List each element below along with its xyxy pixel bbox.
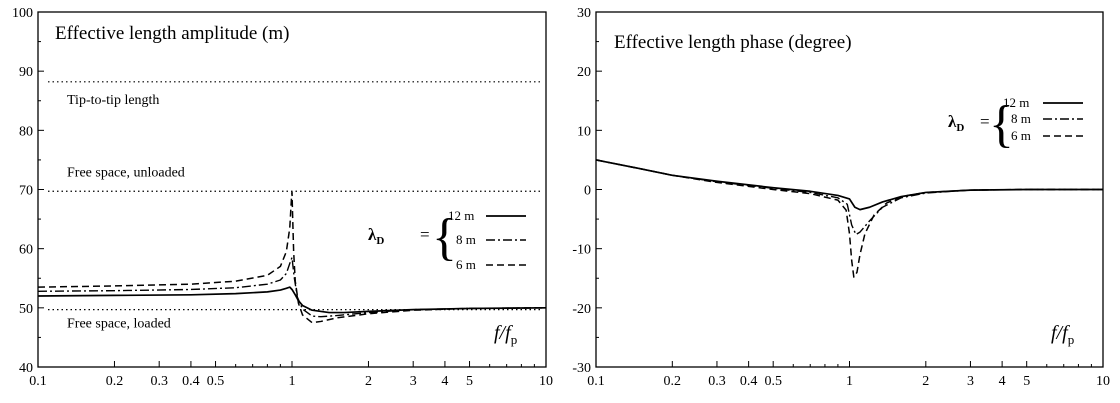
y-tick-label: 40 bbox=[19, 361, 33, 376]
legend-entry-label: 12 m bbox=[448, 208, 474, 223]
legend-entry-label: 6 m bbox=[456, 257, 476, 272]
x-tick-label: 5 bbox=[1023, 374, 1030, 389]
reference-line-label: Free space, loaded bbox=[67, 317, 171, 332]
x-tick-label: 0.3 bbox=[150, 374, 168, 389]
y-tick-label: 20 bbox=[577, 65, 591, 80]
series-line-8m bbox=[595, 159, 1103, 236]
y-tick-label: -10 bbox=[572, 243, 591, 258]
x-tick-label: 0.1 bbox=[587, 374, 605, 389]
y-tick-label: -30 bbox=[572, 361, 591, 376]
x-tick-label: 1 bbox=[289, 374, 296, 389]
x-axis-label: f/fp bbox=[1051, 322, 1074, 347]
y-tick-label: 100 bbox=[12, 6, 33, 21]
x-tick-label: 0.4 bbox=[740, 374, 758, 389]
legend-lambda-symbol: λD bbox=[948, 112, 964, 134]
legend-brace: { bbox=[432, 209, 457, 266]
y-tick-label: 10 bbox=[577, 124, 591, 139]
legend-entry-label: 8 m bbox=[1011, 111, 1031, 126]
x-tick-label: 0.2 bbox=[106, 374, 124, 389]
x-tick-label: 2 bbox=[922, 374, 929, 389]
series-line-6m bbox=[37, 191, 547, 324]
x-tick-label: 4 bbox=[999, 374, 1006, 389]
y-tick-label: 0 bbox=[584, 184, 591, 199]
reference-line-label: Tip-to-tip length bbox=[67, 93, 159, 108]
x-tick-label: 10 bbox=[539, 374, 553, 389]
phase-chart-title: Effective length phase (degree) bbox=[614, 32, 852, 53]
x-tick-label: 10 bbox=[1096, 374, 1110, 389]
legend-lambda-symbol: λD bbox=[368, 225, 384, 247]
x-tick-label: 0.5 bbox=[207, 374, 225, 389]
series-line-12m bbox=[37, 286, 547, 314]
amplitude-chart: Effective length amplitude (m) 0.1 0.2 0.3… bbox=[12, 6, 553, 389]
series-line-12m bbox=[595, 159, 1103, 211]
y-tick-label: 80 bbox=[19, 124, 33, 139]
legend-entry-label: 8 m bbox=[456, 232, 476, 247]
x-tick-label: 1 bbox=[846, 374, 853, 389]
series-line-6m bbox=[595, 159, 1103, 278]
x-tick-label: 4 bbox=[441, 374, 448, 389]
phase-chart: Effective length phase (degree) 0.1 0.2 0.… bbox=[572, 6, 1110, 389]
x-tick-label: 0.1 bbox=[29, 374, 47, 389]
legend-entry-label: 12 m bbox=[1003, 95, 1029, 110]
x-tick-label: 2 bbox=[365, 374, 372, 389]
y-tick-label: 60 bbox=[19, 243, 33, 258]
x-tick-label: 3 bbox=[410, 374, 417, 389]
x-axis-label: f/fp bbox=[494, 322, 517, 347]
y-tick-label: 90 bbox=[19, 65, 33, 80]
x-tick-label: 0.3 bbox=[708, 374, 726, 389]
x-tick-label: 0.5 bbox=[764, 374, 782, 389]
y-tick-label: 50 bbox=[19, 302, 33, 317]
y-tick-label: -20 bbox=[572, 302, 591, 317]
x-tick-label: 5 bbox=[466, 374, 473, 389]
plot-frame bbox=[37, 11, 547, 368]
y-tick-label: 30 bbox=[577, 6, 591, 21]
legend-entry-label: 6 m bbox=[1011, 128, 1031, 143]
y-tick-label: 70 bbox=[19, 184, 33, 199]
legend-brace: { bbox=[989, 96, 1014, 153]
x-tick-label: 3 bbox=[967, 374, 974, 389]
amplitude-chart-title: Effective length amplitude (m) bbox=[55, 23, 289, 44]
x-tick-label: 0.2 bbox=[664, 374, 682, 389]
x-tick-label: 0.4 bbox=[182, 374, 200, 389]
legend-equals: = bbox=[420, 225, 430, 244]
reference-line-label: Free space, unloaded bbox=[67, 165, 185, 180]
legend-equals: = bbox=[980, 112, 990, 131]
